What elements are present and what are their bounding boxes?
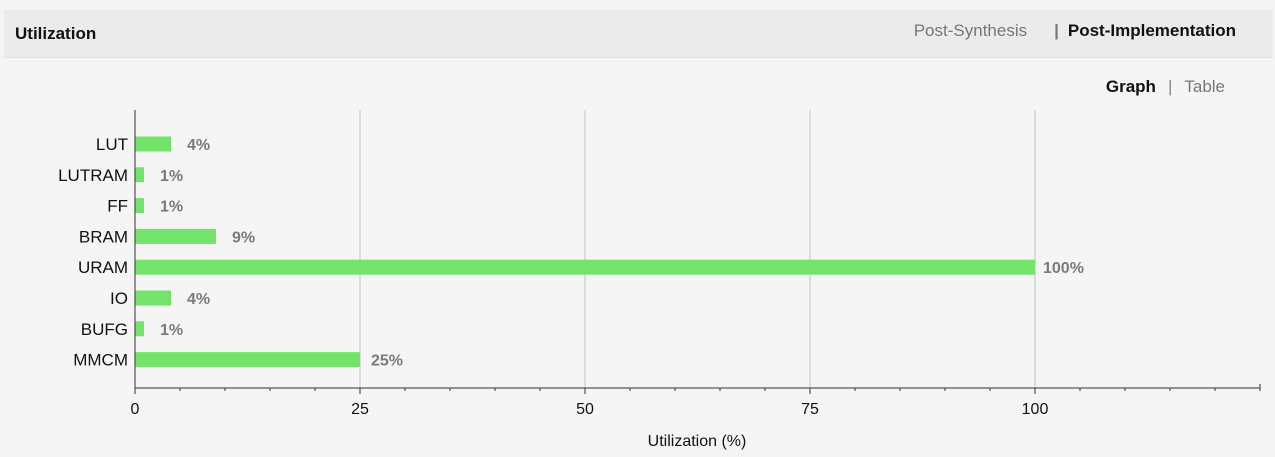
- category-label: LUTRAM: [58, 166, 128, 185]
- section-title: Utilization: [15, 24, 97, 43]
- category-label: BRAM: [79, 227, 128, 246]
- value-label: 1%: [160, 199, 183, 216]
- view-graph-toggle[interactable]: Graph: [1105, 77, 1156, 96]
- grid-lines: [359, 110, 1036, 388]
- bar-bufg[interactable]: [135, 321, 144, 337]
- view-table-toggle[interactable]: Table: [1184, 77, 1225, 96]
- bar-ff[interactable]: [135, 198, 144, 214]
- x-tick-label: 25: [351, 401, 369, 418]
- category-label: URAM: [78, 258, 128, 277]
- value-label: 25%: [371, 353, 403, 370]
- value-label: 4%: [187, 291, 210, 308]
- view-separator: |: [1167, 77, 1173, 96]
- value-label: 1%: [160, 168, 183, 185]
- tab-post-implementation[interactable]: Post-Implementation: [1067, 21, 1236, 40]
- x-axis-label: Utilization (%): [648, 433, 747, 450]
- view-switch: Graph | Table: [1106, 77, 1225, 97]
- bar-mmcm[interactable]: [135, 352, 360, 368]
- bar-bram[interactable]: [135, 228, 216, 244]
- stage-tabs: Post-Synthesis | Post-Implementation: [914, 21, 1236, 41]
- x-tick-label: 75: [801, 401, 819, 418]
- bar-uram[interactable]: [135, 259, 1035, 275]
- tab-separator: |: [1054, 21, 1059, 40]
- category-label: MMCM: [73, 351, 128, 370]
- x-tick-label: 50: [576, 401, 594, 418]
- value-label: 9%: [232, 229, 255, 246]
- value-label: 4%: [187, 137, 210, 154]
- category-label: IO: [110, 289, 128, 308]
- bars: LUT 4% LUTRAM 1% FF 1% BRAM 9% URAM 100% IO 4% BUFG 1…: [58, 135, 1084, 370]
- utilization-header: Utilization Post-Synthesis | Post-Implem…: [4, 10, 1273, 58]
- category-label: BUFG: [81, 320, 128, 339]
- value-label: 100%: [1043, 260, 1084, 277]
- value-label: 1%: [160, 322, 183, 339]
- x-tick-label: 100: [1022, 401, 1049, 418]
- bar-lutram[interactable]: [135, 167, 144, 183]
- category-label: FF: [107, 197, 128, 216]
- tab-post-synthesis[interactable]: Post-Synthesis: [913, 21, 1028, 40]
- bar-io[interactable]: [135, 290, 171, 306]
- axes: Utilization (%) 0 25 50 75 100: [131, 110, 1261, 450]
- x-tick-label: 0: [131, 401, 140, 418]
- category-label: LUT: [96, 135, 128, 154]
- bar-lut[interactable]: [135, 136, 171, 152]
